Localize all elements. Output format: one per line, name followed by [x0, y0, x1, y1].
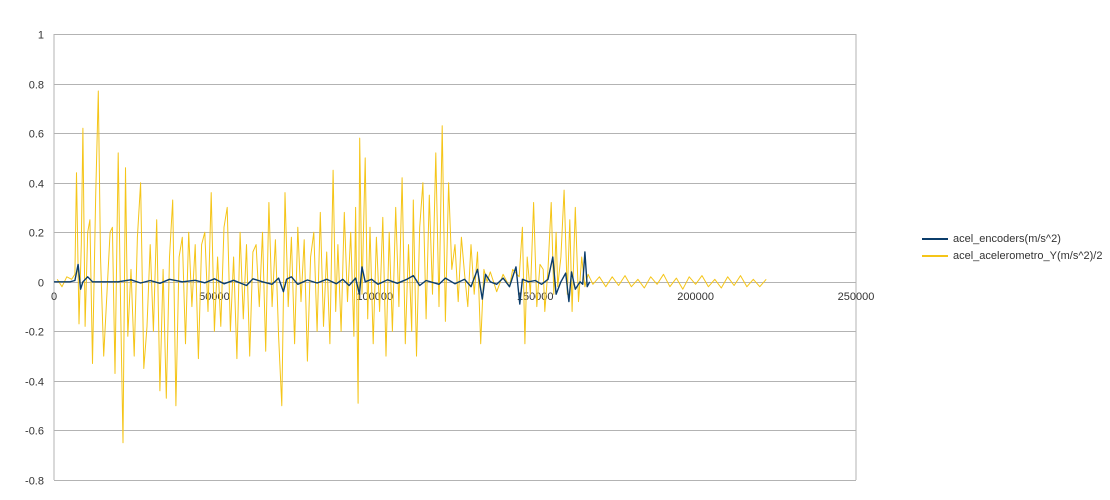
gridlines [53, 34, 857, 481]
y-tick-label: -0.4 [25, 377, 44, 389]
legend-label-encoders: acel_encoders(m/s^2) [953, 232, 1061, 245]
x-tick-label: 250000 [838, 291, 875, 303]
legend-swatch-encoders [922, 237, 948, 240]
y-tick-label: -0.2 [25, 327, 44, 339]
y-tick-label: 0 [38, 278, 44, 290]
series-line-encoders [54, 251, 591, 305]
y-tick-label: 0.4 [29, 179, 44, 191]
y-tick-label: -0.8 [25, 476, 44, 488]
series-lines [54, 90, 767, 444]
x-tick-label: 150000 [517, 291, 554, 303]
x-tick-label: 0 [51, 291, 57, 303]
legend-item-acelerometro: acel_acelerometro_Y(m/s^2)/2 [922, 247, 1102, 264]
y-tick-label: 0.6 [29, 129, 44, 141]
y-tick-label: 1 [38, 30, 44, 42]
legend-item-encoders: acel_encoders(m/s^2) [922, 230, 1102, 247]
y-tick-label: -0.6 [25, 426, 44, 438]
x-tick-label: 200000 [677, 291, 714, 303]
x-tick-label: 50000 [199, 291, 230, 303]
y-tick-label: 0.8 [29, 80, 44, 92]
legend-swatch-acelerometro [922, 254, 948, 257]
series-line-acelerometro [56, 90, 767, 444]
y-tick-label: 0.2 [29, 228, 44, 240]
y-axis-ticks: 1 0.8 0.6 0.4 0.2 0 -0.2 -0.4 -0.6 -0.8 [25, 30, 44, 488]
legend-label-acelerometro: acel_acelerometro_Y(m/s^2)/2 [953, 249, 1103, 262]
legend: acel_encoders(m/s^2) acel_acelerometro_Y… [922, 230, 1102, 264]
